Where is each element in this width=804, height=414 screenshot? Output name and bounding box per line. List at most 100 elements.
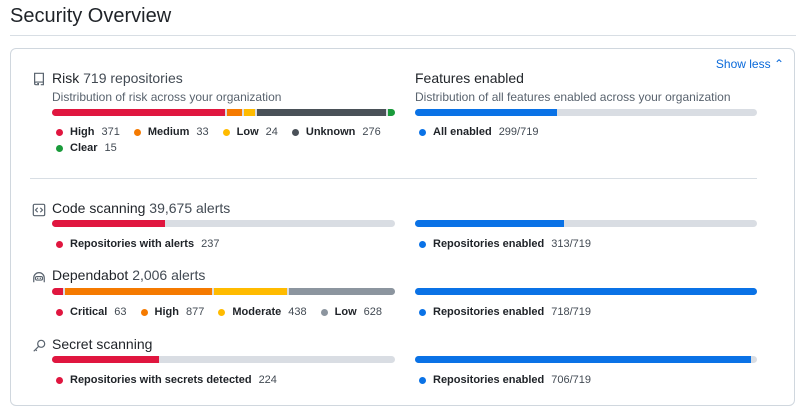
code-scanning-bar bbox=[52, 220, 395, 227]
legend-dot bbox=[133, 128, 141, 136]
bar-segment-medium bbox=[226, 109, 243, 116]
legend-dot bbox=[56, 376, 63, 384]
legend-dot bbox=[218, 308, 226, 316]
legend-label: High bbox=[154, 306, 179, 318]
legend-dot bbox=[320, 308, 328, 316]
chevron-up-icon: ⌃ bbox=[773, 57, 784, 71]
legend-value: 706/719 bbox=[551, 374, 592, 386]
code-scanning-enabled-bar bbox=[415, 220, 757, 227]
legend-label: All enabled bbox=[433, 126, 492, 138]
legend-item: High 877 bbox=[140, 306, 205, 318]
enabled-bar-fill bbox=[415, 356, 751, 363]
legend-label: Repositories enabled bbox=[433, 238, 545, 250]
code-scanning-count: 39,675 alerts bbox=[149, 200, 231, 216]
secret-scanning-enabled-legend: Repositories enabled 706/719 bbox=[419, 374, 591, 386]
legend-label: Clear bbox=[70, 142, 98, 154]
show-less-label: Show less bbox=[715, 57, 771, 71]
legend-item: Moderate 438 bbox=[218, 306, 307, 318]
legend-label: Medium bbox=[147, 126, 190, 138]
legend-value: 63 bbox=[114, 306, 127, 318]
risk-label: Risk bbox=[52, 70, 80, 86]
legend-value: 276 bbox=[362, 126, 381, 138]
risk-legend: High 371 Medium 33 Low 24 Unknown 276 Clear 15 bbox=[56, 126, 396, 154]
enabled-bar-fill bbox=[415, 288, 757, 295]
legend-value: 299/719 bbox=[498, 126, 539, 138]
legend-dot bbox=[291, 128, 299, 136]
bar-segment-critical bbox=[52, 288, 63, 295]
risk-count: 719 repositories bbox=[83, 70, 183, 86]
features-bar-fill bbox=[415, 109, 558, 116]
bar-segment-high bbox=[64, 288, 212, 295]
legend-label: Repositories with secrets detected bbox=[70, 374, 252, 386]
bar-segment-unknown bbox=[257, 109, 387, 116]
legend-value: 438 bbox=[288, 306, 307, 318]
bar-segment-low bbox=[244, 109, 256, 116]
dependabot-bar bbox=[52, 288, 395, 295]
legend-dot bbox=[419, 240, 426, 248]
code-scanning-label: Code scanning bbox=[52, 200, 146, 216]
legend-dot bbox=[419, 376, 426, 384]
code-square-icon bbox=[32, 203, 46, 217]
legend-label: Low bbox=[236, 126, 259, 138]
section-divider bbox=[30, 178, 757, 179]
legend-value: 33 bbox=[196, 126, 209, 138]
code-scanning-enabled-legend: Repositories enabled 313/719 bbox=[419, 238, 591, 250]
dependabot-label: Dependabot bbox=[52, 267, 129, 283]
bar-segment-clear bbox=[388, 109, 395, 116]
bar-segment-moderate bbox=[213, 288, 288, 295]
legend-label: High bbox=[70, 126, 95, 138]
code-scanning-bar-fill bbox=[52, 220, 166, 227]
legend-dot bbox=[419, 308, 426, 316]
legend-dot bbox=[222, 128, 230, 136]
dependabot-icon bbox=[33, 272, 45, 283]
legend-item: High 371 bbox=[56, 126, 120, 138]
legend-value: 877 bbox=[186, 306, 205, 318]
legend-dot bbox=[140, 308, 148, 316]
legend-label: Low bbox=[334, 306, 357, 318]
secret-scanning-bar bbox=[52, 356, 395, 363]
legend-label: Moderate bbox=[232, 306, 282, 318]
legend-dot bbox=[56, 240, 63, 248]
features-title: Features enabled bbox=[415, 70, 524, 86]
secret-scanning-bar-fill bbox=[52, 356, 159, 363]
bar-segment-high bbox=[52, 109, 225, 116]
legend-label: Unknown bbox=[305, 126, 356, 138]
code-scanning-title: Code scanning 39,675 alerts bbox=[52, 200, 230, 216]
risk-title: Risk 719 repositories bbox=[52, 70, 183, 86]
legend-value: 628 bbox=[363, 306, 382, 318]
overview-card bbox=[10, 48, 795, 406]
features-bar bbox=[415, 109, 757, 116]
legend-item: Clear 15 bbox=[56, 142, 117, 154]
dependabot-legend: Critical 63 High 877 Moderate 438 Low 628 bbox=[56, 306, 396, 318]
legend-dot bbox=[56, 128, 63, 136]
legend-item: Unknown 276 bbox=[291, 126, 381, 138]
legend-item: Medium 33 bbox=[133, 126, 209, 138]
dependabot-title: Dependabot 2,006 alerts bbox=[52, 267, 205, 283]
features-description: Distribution of all features enabled acr… bbox=[415, 90, 731, 104]
show-less-button[interactable]: Show less ⌃ bbox=[716, 57, 784, 71]
legend-item: Low 24 bbox=[222, 126, 278, 138]
legend-label: Critical bbox=[70, 306, 108, 318]
key-icon bbox=[33, 339, 46, 352]
legend-value: 224 bbox=[258, 374, 277, 386]
page-title: Security Overview bbox=[10, 5, 172, 27]
legend-label: Repositories enabled bbox=[433, 306, 545, 318]
legend-dot bbox=[419, 128, 426, 136]
legend-value: 24 bbox=[265, 126, 278, 138]
features-legend: All enabled 299/719 bbox=[419, 126, 538, 138]
dependabot-count: 2,006 alerts bbox=[132, 267, 206, 283]
secret-scanning-title: Secret scanning bbox=[52, 336, 153, 352]
legend-item: Low 628 bbox=[320, 306, 382, 318]
legend-dot bbox=[56, 308, 63, 316]
legend-value: 15 bbox=[104, 142, 117, 154]
secret-scanning-legend: Repositories with secrets detected 224 bbox=[56, 374, 277, 386]
header-divider bbox=[10, 35, 796, 36]
dependabot-enabled-bar bbox=[415, 288, 757, 295]
legend-value: 371 bbox=[101, 126, 120, 138]
legend-dot bbox=[56, 144, 63, 152]
risk-bar bbox=[52, 109, 395, 116]
risk-description: Distribution of risk across your organiz… bbox=[52, 90, 282, 104]
legend-label: Repositories enabled bbox=[433, 374, 545, 386]
legend-label: Repositories with alerts bbox=[70, 238, 195, 250]
secret-scanning-enabled-bar bbox=[415, 356, 757, 363]
